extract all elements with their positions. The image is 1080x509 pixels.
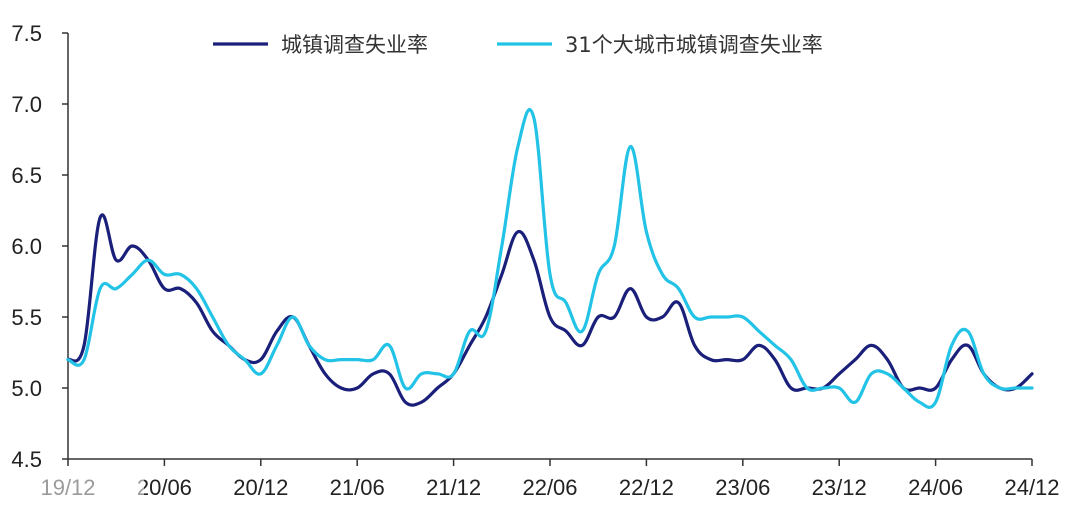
- y-tick-label: 4.5: [11, 447, 42, 472]
- y-tick-label: 6.5: [11, 163, 42, 188]
- y-tick-label: 7.0: [11, 92, 42, 117]
- x-tick-label: 21/12: [426, 475, 481, 500]
- x-tick-label: 23/06: [715, 475, 770, 500]
- x-tick-label: 22/12: [619, 475, 674, 500]
- y-tick-label: 5.0: [11, 376, 42, 401]
- legend-label-0: 城镇调查失业率: [281, 33, 428, 57]
- x-tick-label: 24/06: [908, 475, 963, 500]
- legend-label-1: 31个大城市城镇调查失业率: [565, 33, 823, 57]
- series-layer: [66, 108, 1034, 409]
- x-tick-label: 21/06: [330, 475, 385, 500]
- x-tick-label: 23/12: [812, 475, 867, 500]
- x-tick-label: 20/12: [233, 475, 288, 500]
- x-tick-label: 20/06: [137, 475, 192, 500]
- x-tick-label: 24/12: [1004, 475, 1059, 500]
- y-tick-label: 5.5: [11, 305, 42, 330]
- x-tick-label: 22/06: [522, 475, 577, 500]
- series-line-urban-survey-unemployment: [66, 213, 1034, 407]
- y-tick-label: 7.5: [11, 21, 42, 46]
- y-tick-label: 6.0: [11, 234, 42, 259]
- watermark: [6, 478, 144, 505]
- series-line-big31-cities-unemployment: [66, 108, 1034, 409]
- chart-axes: 4.55.05.56.06.57.07.519/1220/0620/1221/0…: [11, 21, 1059, 500]
- chart-legend: 城镇调查失业率 31个大城市城镇调查失业率: [213, 33, 823, 57]
